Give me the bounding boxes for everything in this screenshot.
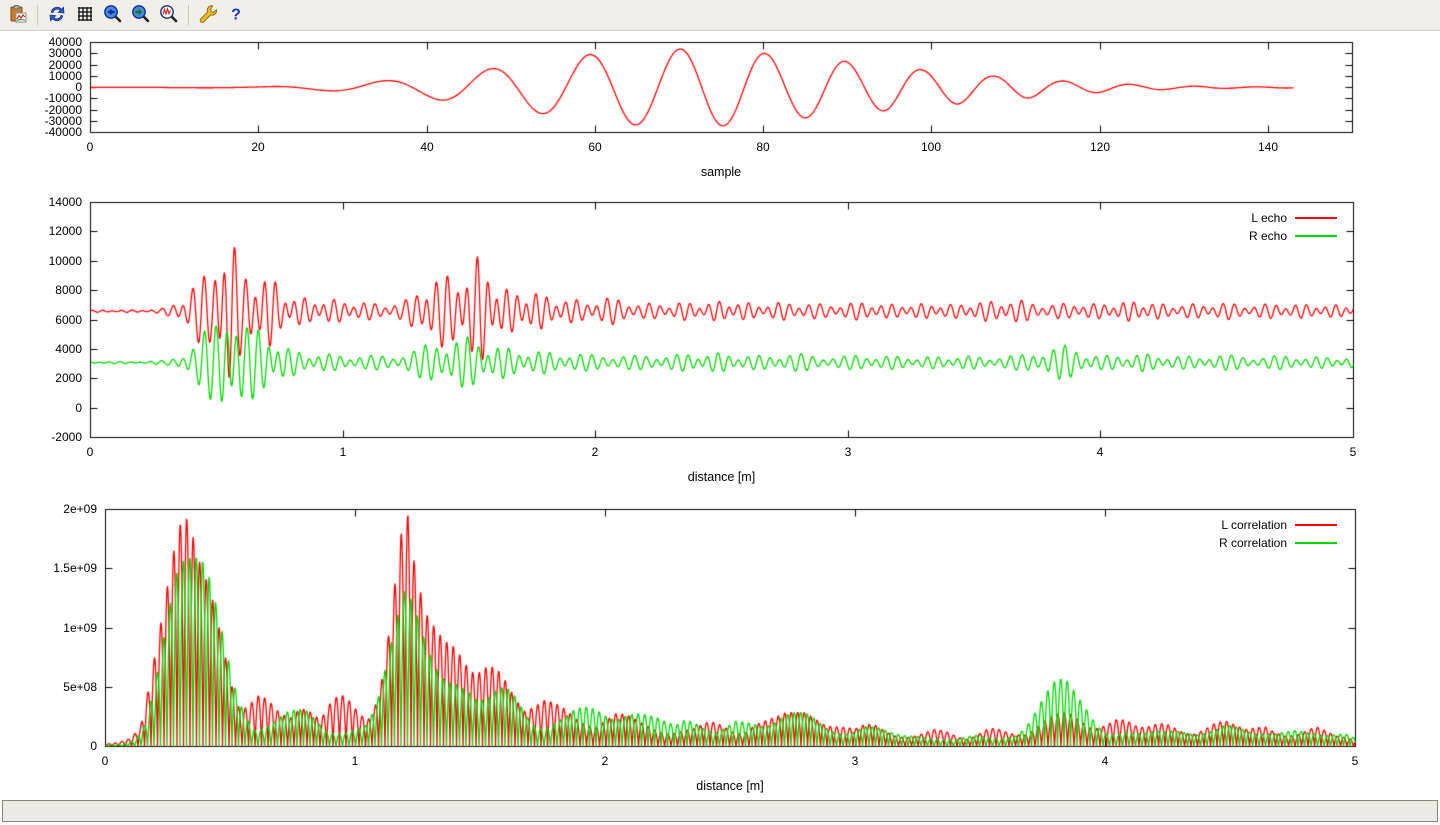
grid-button[interactable]: [72, 2, 98, 28]
svg-text:?: ?: [231, 6, 241, 23]
legend-item: L echo: [1249, 209, 1337, 227]
refresh-icon: [47, 4, 67, 27]
grid-icon: [75, 4, 95, 27]
configure-button[interactable]: [195, 2, 221, 28]
copy-to-clipboard-button[interactable]: [5, 2, 31, 28]
magnifier-right-arrow-icon: [131, 4, 151, 27]
question-mark-icon: ?: [226, 4, 246, 27]
legend-label: L echo: [1251, 211, 1287, 225]
legend-label: L correlation: [1221, 518, 1287, 532]
legend-label: R echo: [1248, 229, 1287, 243]
magnifier-left-arrow-icon: [103, 4, 123, 27]
clipboard-chart-icon: [8, 4, 28, 27]
magnifier-plot-icon: [159, 4, 179, 27]
wrench-icon: [198, 4, 218, 27]
replot-button[interactable]: [44, 2, 70, 28]
toolbar-separator: [188, 5, 189, 25]
help-button[interactable]: ?: [223, 2, 249, 28]
autoscale-button[interactable]: [156, 2, 182, 28]
status-bar: [2, 800, 1438, 822]
zoom-next-button[interactable]: [128, 2, 154, 28]
legend-label: R correlation: [1218, 536, 1287, 550]
legend-line-sample: [1295, 235, 1337, 237]
legend-item: R correlation: [1219, 534, 1337, 552]
toolbar: ?: [0, 0, 1440, 31]
legend-line-sample: [1295, 542, 1337, 544]
plot3-legend: L correlation R correlation: [1219, 516, 1337, 552]
toolbar-separator: [37, 5, 38, 25]
plot2-legend: L echo R echo: [1249, 209, 1337, 245]
legend-item: R echo: [1249, 227, 1337, 245]
legend-item: L correlation: [1219, 516, 1337, 534]
zoom-previous-button[interactable]: [100, 2, 126, 28]
legend-line-sample: [1295, 524, 1337, 526]
legend-line-sample: [1295, 217, 1337, 219]
